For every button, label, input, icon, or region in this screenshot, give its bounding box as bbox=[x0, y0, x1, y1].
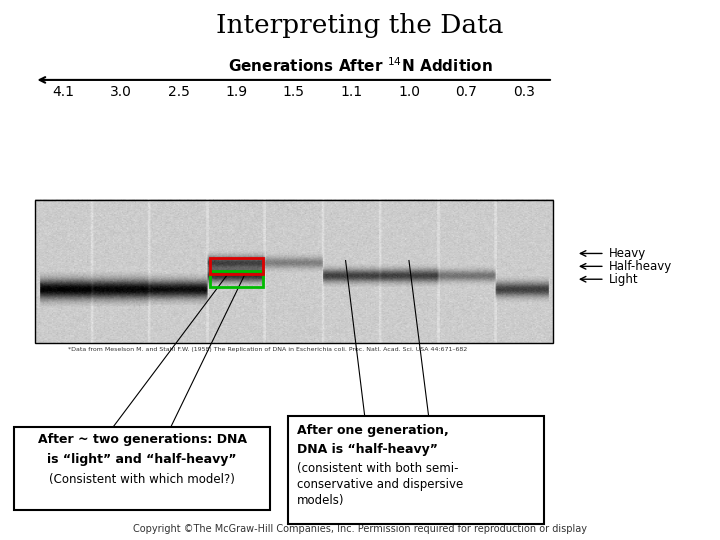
Text: After ~ two generations: DNA: After ~ two generations: DNA bbox=[37, 433, 247, 446]
Bar bbox=[210, 271, 263, 287]
Bar bbox=[35, 200, 553, 343]
Text: After one generation,: After one generation, bbox=[297, 424, 449, 437]
Text: 0.7: 0.7 bbox=[456, 85, 477, 99]
Text: Light: Light bbox=[608, 273, 638, 286]
Text: Interpreting the Data: Interpreting the Data bbox=[216, 14, 504, 38]
Text: 1.1: 1.1 bbox=[341, 85, 362, 99]
Text: Half-heavy: Half-heavy bbox=[608, 260, 672, 273]
Text: is “light” and “half-heavy”: is “light” and “half-heavy” bbox=[48, 453, 237, 465]
Text: 1.0: 1.0 bbox=[398, 85, 420, 99]
Text: models): models) bbox=[297, 494, 344, 507]
Text: 1.9: 1.9 bbox=[225, 85, 247, 99]
Bar bbox=[14, 427, 270, 510]
Text: Generations After $^{14}$N Addition: Generations After $^{14}$N Addition bbox=[228, 57, 492, 76]
Text: 3.0: 3.0 bbox=[110, 85, 132, 99]
Bar bbox=[210, 258, 263, 274]
Text: (consistent with both semi-: (consistent with both semi- bbox=[297, 462, 458, 475]
Text: 2.5: 2.5 bbox=[168, 85, 189, 99]
Text: DNA is “half-heavy”: DNA is “half-heavy” bbox=[297, 443, 438, 456]
Text: 4.1: 4.1 bbox=[53, 85, 74, 99]
Text: (Consistent with which model?): (Consistent with which model?) bbox=[49, 472, 235, 485]
Text: conservative and dispersive: conservative and dispersive bbox=[297, 478, 463, 491]
Bar bbox=[288, 416, 544, 524]
Text: *Data from Meselson M. and Stahl F.W. (1958) The Replication of DNA in Escherich: *Data from Meselson M. and Stahl F.W. (1… bbox=[68, 347, 467, 352]
Text: Copyright ©The McGraw-Hill Companies, Inc. Permission required for reproduction : Copyright ©The McGraw-Hill Companies, In… bbox=[133, 523, 587, 534]
Text: Heavy: Heavy bbox=[608, 247, 646, 260]
Text: 1.5: 1.5 bbox=[283, 85, 305, 99]
Text: 0.3: 0.3 bbox=[513, 85, 535, 99]
